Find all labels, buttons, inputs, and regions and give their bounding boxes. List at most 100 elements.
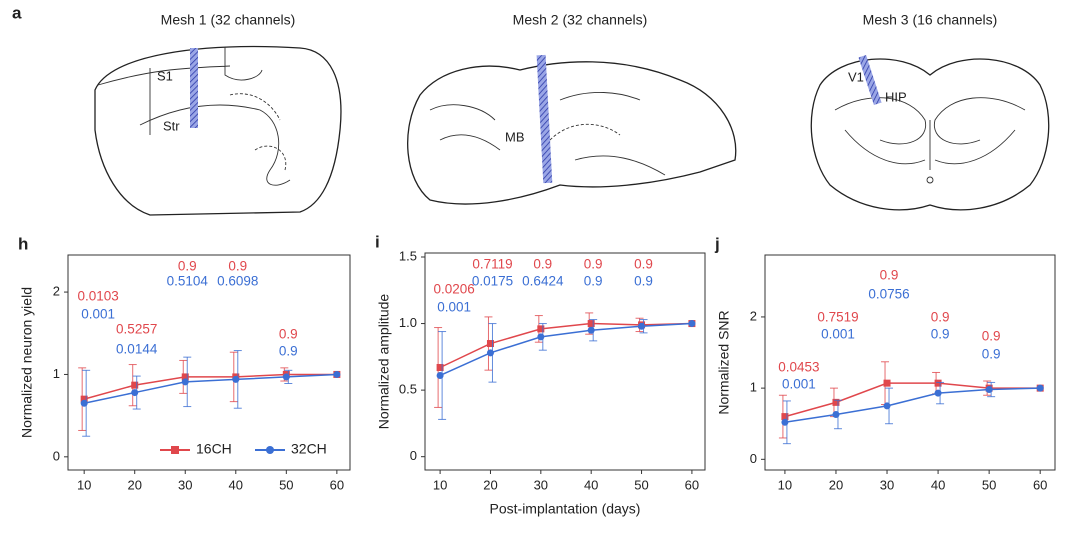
plot-frame <box>67 254 351 471</box>
x-tick-label: 30 <box>178 477 192 492</box>
x-axis-label: Post-implantation (days) <box>490 501 641 517</box>
mesh-probe <box>190 48 198 128</box>
p-value-label: 0.9 <box>931 310 950 325</box>
p-value-label: 0.0453 <box>778 360 819 375</box>
marker <box>181 373 189 381</box>
marker <box>934 389 942 397</box>
x-tick-label: 10 <box>778 477 792 492</box>
marker <box>985 386 993 394</box>
p-value-label: 0.0756 <box>868 287 909 302</box>
p-value-label: 0.0206 <box>433 282 474 297</box>
marker <box>80 395 88 403</box>
marker <box>436 363 444 371</box>
series-line <box>84 373 337 405</box>
marker <box>436 371 444 379</box>
marker <box>883 402 891 410</box>
marker <box>883 379 891 387</box>
p-value-label: 0.9 <box>982 347 1001 362</box>
x-tick-label: 20 <box>127 477 141 492</box>
series-line <box>439 322 692 377</box>
x-tick-label: 10 <box>433 477 447 492</box>
region-label: HIP <box>885 89 907 104</box>
marker <box>587 326 595 334</box>
marker <box>781 418 789 426</box>
brain-coronal <box>810 54 1050 211</box>
region-label: MB <box>505 129 525 144</box>
region-label: V1 <box>848 69 864 84</box>
x-tick-label: 60 <box>330 477 344 492</box>
x-tick-label: 40 <box>931 477 945 492</box>
panel-letter: i <box>375 232 380 251</box>
marker <box>832 398 840 406</box>
marker <box>587 320 595 328</box>
p-value-label: 0.5104 <box>167 274 209 289</box>
y-tick-label: 0 <box>410 448 417 463</box>
y-tick-label: 0 <box>750 451 757 466</box>
marker <box>934 379 942 387</box>
p-value-label: 0.9 <box>279 327 298 342</box>
marker <box>1036 384 1044 392</box>
marker <box>537 325 545 333</box>
p-value-label: 0.9 <box>982 329 1001 344</box>
p-value-label: 0.6098 <box>217 274 258 289</box>
marker <box>131 381 139 389</box>
y-tick-label: 1 <box>750 380 757 395</box>
x-tick-label: 30 <box>534 477 548 492</box>
marker <box>486 349 494 357</box>
marker <box>232 375 240 383</box>
marker <box>537 333 545 341</box>
mesh-probe <box>536 54 553 184</box>
y-axis-label: Normalized neuron yield <box>19 287 35 438</box>
series-line <box>439 322 692 369</box>
marker <box>333 370 341 378</box>
p-value-label: 0.9 <box>931 327 950 342</box>
y-tick-label: 0 <box>53 448 60 463</box>
x-tick-label: 60 <box>1033 477 1047 492</box>
brain-sagittal-2 <box>407 54 737 205</box>
x-tick-label: 50 <box>634 477 648 492</box>
x-tick-label: 40 <box>229 477 243 492</box>
panel-letter: a <box>12 3 22 22</box>
series-line <box>784 387 1041 424</box>
y-tick-label: 0.5 <box>399 382 417 397</box>
p-value-label: 0.001 <box>821 327 855 342</box>
region-label: S1 <box>157 68 173 83</box>
mesh-title: Mesh 1 (32 channels) <box>161 12 296 28</box>
marker <box>832 410 840 418</box>
marker <box>80 399 88 407</box>
marker <box>486 340 494 348</box>
x-tick-label: 60 <box>685 477 699 492</box>
p-value-label: 0.001 <box>81 307 115 322</box>
marker <box>638 322 646 330</box>
p-value-label: 0.9 <box>178 259 197 274</box>
p-value-label: 0.9 <box>584 257 603 272</box>
legend-label: 16CH <box>196 441 232 457</box>
p-value-label: 0.6424 <box>522 274 564 289</box>
marker <box>131 389 139 397</box>
legend-label: 32CH <box>291 441 327 457</box>
region-label: Str <box>163 118 180 133</box>
legend-marker <box>171 446 179 454</box>
panel-letter: j <box>714 234 720 253</box>
y-tick-label: 1.0 <box>399 315 417 330</box>
y-axis-label: Normalized SNR <box>716 310 732 414</box>
p-value-label: 0.9 <box>584 274 603 289</box>
x-tick-label: 40 <box>584 477 598 492</box>
mesh-probe <box>858 54 882 106</box>
p-value-label: 0.9 <box>880 268 899 283</box>
p-value-label: 0.9 <box>634 274 653 289</box>
marker <box>181 378 189 386</box>
y-axis-label: Normalized amplitude <box>376 294 392 430</box>
plot-frame <box>424 252 706 471</box>
x-tick-label: 50 <box>279 477 293 492</box>
p-value-label: 0.7519 <box>817 310 858 325</box>
x-tick-label: 50 <box>982 477 996 492</box>
p-value-label: 0.9 <box>279 344 298 359</box>
y-tick-label: 1 <box>53 366 60 381</box>
marker <box>688 320 696 328</box>
p-value-label: 0.9 <box>533 257 552 272</box>
p-value-label: 0.5257 <box>116 322 157 337</box>
x-tick-label: 20 <box>829 477 843 492</box>
marker <box>781 413 789 421</box>
